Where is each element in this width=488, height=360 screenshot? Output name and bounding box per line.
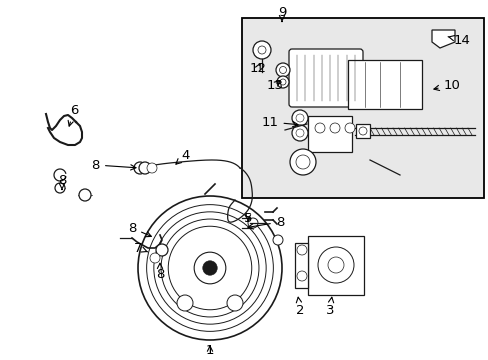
Circle shape: [258, 46, 265, 54]
Circle shape: [329, 123, 339, 133]
Text: 2: 2: [295, 297, 304, 316]
Circle shape: [295, 129, 304, 137]
Circle shape: [345, 123, 354, 133]
Circle shape: [55, 183, 65, 193]
Bar: [355, 124, 369, 138]
Text: 6: 6: [68, 104, 78, 126]
Circle shape: [291, 110, 307, 126]
Circle shape: [280, 79, 285, 85]
Text: 13: 13: [266, 78, 283, 91]
FancyBboxPatch shape: [288, 49, 362, 107]
Circle shape: [295, 155, 309, 169]
Polygon shape: [294, 243, 307, 288]
Polygon shape: [431, 30, 454, 48]
Circle shape: [138, 196, 282, 340]
Bar: [242, 18, 483, 198]
Text: 8: 8: [127, 221, 151, 237]
FancyBboxPatch shape: [347, 60, 421, 109]
Circle shape: [139, 162, 151, 174]
Circle shape: [291, 125, 307, 141]
Text: 11: 11: [261, 116, 297, 129]
Text: 10: 10: [433, 78, 460, 91]
Text: 4: 4: [176, 149, 190, 164]
Text: 8: 8: [58, 174, 66, 189]
Circle shape: [150, 253, 160, 263]
Circle shape: [247, 218, 258, 228]
Text: 1: 1: [205, 343, 214, 356]
Circle shape: [203, 261, 217, 275]
Text: 5: 5: [243, 212, 252, 225]
Circle shape: [147, 163, 157, 173]
Circle shape: [327, 257, 343, 273]
Text: 14: 14: [447, 33, 469, 46]
Circle shape: [194, 252, 225, 284]
Circle shape: [358, 127, 366, 135]
Circle shape: [289, 149, 315, 175]
Text: 9: 9: [277, 5, 285, 21]
Circle shape: [272, 235, 283, 245]
Circle shape: [295, 114, 304, 122]
Circle shape: [279, 67, 286, 73]
Circle shape: [156, 244, 168, 256]
Text: 7: 7: [134, 242, 147, 255]
Circle shape: [296, 245, 306, 255]
Circle shape: [252, 41, 270, 59]
Circle shape: [79, 189, 91, 201]
Circle shape: [317, 247, 353, 283]
FancyBboxPatch shape: [307, 236, 363, 295]
Circle shape: [177, 295, 193, 311]
Circle shape: [275, 63, 289, 77]
Circle shape: [314, 123, 325, 133]
Circle shape: [134, 162, 146, 174]
Text: 8: 8: [91, 158, 136, 171]
Text: 12: 12: [249, 62, 266, 75]
Text: 3: 3: [325, 297, 334, 316]
FancyBboxPatch shape: [307, 116, 351, 152]
Circle shape: [276, 76, 288, 88]
Text: 8: 8: [156, 263, 164, 280]
Circle shape: [226, 295, 243, 311]
Circle shape: [296, 271, 306, 281]
Text: 8: 8: [247, 216, 284, 229]
